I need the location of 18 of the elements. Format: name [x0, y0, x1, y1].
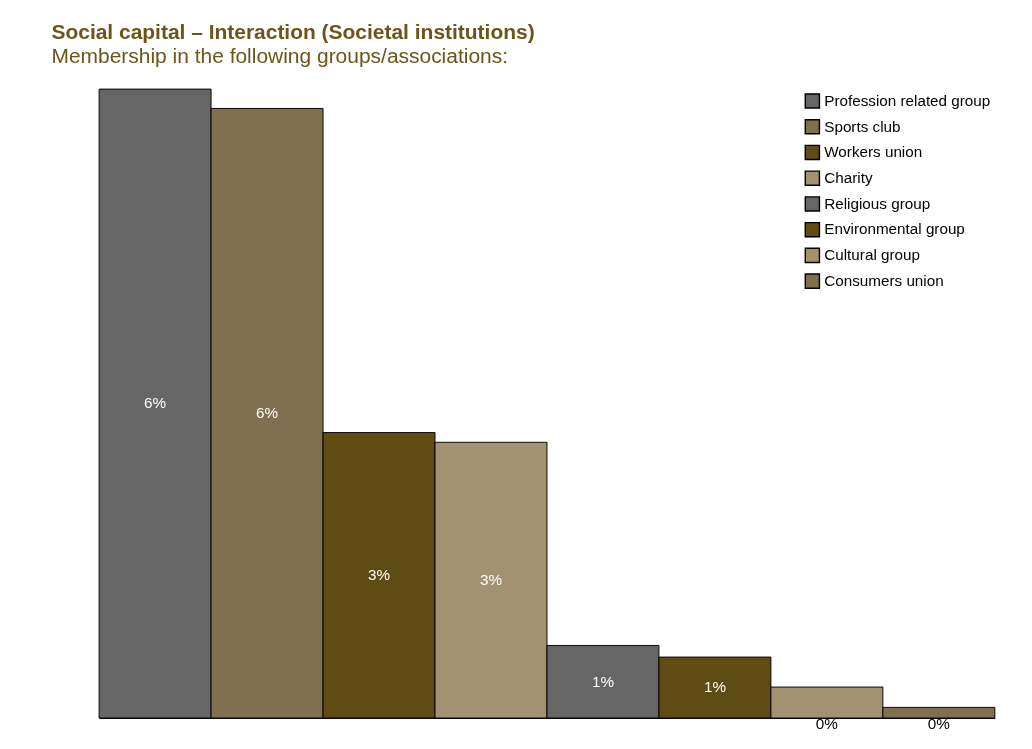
legend-label: Consumers union — [824, 271, 944, 289]
chart-subtitle: Membership in the following groups/associations: — [51, 43, 509, 67]
data-label: 1% — [591, 672, 614, 690]
data-label: 6% — [144, 394, 167, 412]
data-label: 6% — [256, 404, 279, 421]
legend-label: Charity — [824, 168, 873, 186]
legend-label: Profession related group — [824, 91, 991, 109]
legend-label: Cultural group — [824, 246, 920, 264]
legend-label: Religious group — [824, 194, 931, 212]
data-label: 3% — [479, 570, 502, 588]
chart-title: Social capital – Interaction (Societal institutions) — [51, 20, 535, 44]
data-label: 0% — [927, 714, 950, 732]
data-label: 1% — [703, 678, 726, 696]
data-label: 3% — [368, 566, 391, 584]
data-label: 0% — [815, 714, 838, 732]
legend-label: Sports club — [824, 117, 901, 135]
legend-label: Environmental group — [824, 220, 965, 238]
legend-label: Workers union — [824, 143, 923, 161]
